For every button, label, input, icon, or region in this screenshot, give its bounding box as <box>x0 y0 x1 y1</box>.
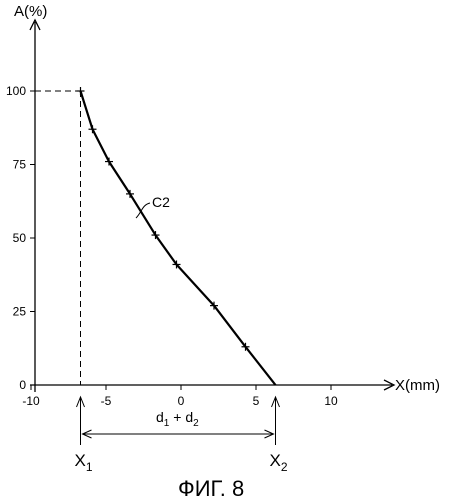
data-point <box>77 87 85 95</box>
y-ticks: 0 25 50 75 100 <box>6 84 35 392</box>
x1-marker <box>77 397 85 445</box>
x-tick-label: 10 <box>324 394 338 408</box>
data-point <box>89 125 97 133</box>
x-tick-label: -10 <box>22 394 40 408</box>
x1-label: X1 <box>75 451 93 474</box>
y-tick-label: 50 <box>13 231 27 245</box>
y-tick-label: 75 <box>13 158 27 172</box>
x2-label: X2 <box>270 451 288 474</box>
span-dimension <box>83 430 274 438</box>
y-tick-label: 0 <box>19 378 26 392</box>
x-tick-label: 5 <box>253 394 260 408</box>
x-tick-label: 0 <box>178 394 185 408</box>
y-axis-title: A(%) <box>14 3 47 20</box>
y-tick-label: 100 <box>6 84 26 98</box>
span-label: d1 + d2 <box>156 409 199 429</box>
axes <box>30 20 394 392</box>
y-tick-label: 25 <box>13 305 27 319</box>
curve-label: C2 <box>152 194 170 210</box>
series-line-c2 <box>81 91 276 385</box>
x2-marker <box>272 397 280 445</box>
figure-caption: ФИГ. 8 <box>178 476 244 500</box>
series-markers <box>77 87 250 351</box>
x-tick-label: -5 <box>101 394 112 408</box>
x-axis-title: X(mm) <box>395 377 440 394</box>
x-ticks: -10 -5 0 5 10 <box>22 385 338 408</box>
